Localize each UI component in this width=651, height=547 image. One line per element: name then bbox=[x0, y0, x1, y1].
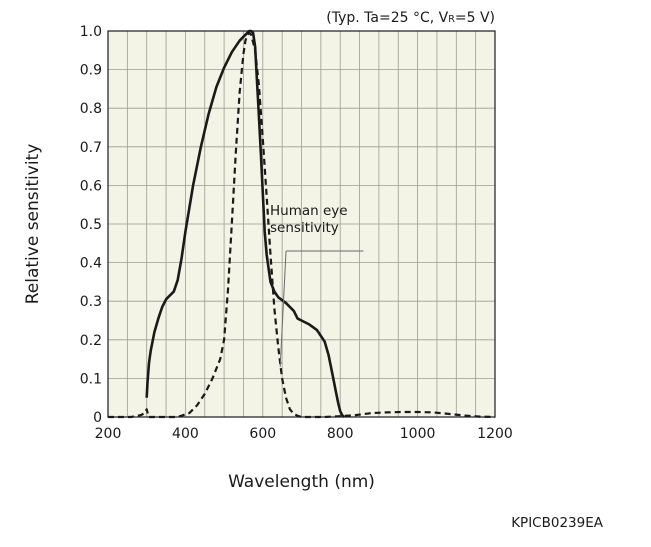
y-tick-label: 0.9 bbox=[80, 63, 102, 79]
document-code: KPICB0239EA bbox=[511, 515, 604, 531]
series-group bbox=[108, 29, 496, 419]
photodiode-sensitivity-curve bbox=[145, 29, 345, 418]
y-axis-label: Relative sensitivity bbox=[23, 144, 43, 305]
x-axis-label: Wavelength (nm) bbox=[228, 472, 375, 492]
y-tick-label: 0.8 bbox=[80, 101, 102, 117]
y-tick-label: 0.1 bbox=[80, 371, 102, 387]
y-tick-label: 0.4 bbox=[80, 256, 102, 272]
y-tick-label: 0.6 bbox=[80, 178, 102, 194]
x-tick-label: 200 bbox=[95, 426, 122, 442]
y-tick-label: 0 bbox=[93, 410, 102, 426]
y-tick-label: 0.7 bbox=[80, 140, 102, 156]
x-tick-label: 400 bbox=[172, 426, 199, 442]
y-axis-ticks: 0 0.1 0.2 0.3 0.4 0.5 0.6 0.7 0.8 0.9 1.0 bbox=[80, 24, 102, 426]
y-tick-label: 0.5 bbox=[80, 217, 102, 233]
x-tick-label: 800 bbox=[327, 426, 354, 442]
annotation-leader-line bbox=[279, 250, 287, 367]
x-tick-label: 600 bbox=[249, 426, 276, 442]
x-tick-label: 1000 bbox=[400, 426, 436, 442]
measurement-conditions: (Typ. Ta=25 °C, VR=5 V) bbox=[326, 10, 495, 26]
x-tick-label: 1200 bbox=[477, 426, 513, 442]
y-tick-label: 0.3 bbox=[80, 294, 102, 310]
y-tick-label: 1.0 bbox=[80, 24, 102, 40]
annotation-label: sensitivity bbox=[270, 220, 339, 236]
plot-frame bbox=[107, 30, 496, 418]
x-axis-ticks: 200 400 600 800 1000 1200 bbox=[95, 426, 513, 442]
y-tick-label: 0.2 bbox=[80, 333, 102, 349]
annotation-label: Human eye bbox=[270, 203, 348, 219]
human-eye-sensitivity-curve bbox=[108, 31, 496, 419]
